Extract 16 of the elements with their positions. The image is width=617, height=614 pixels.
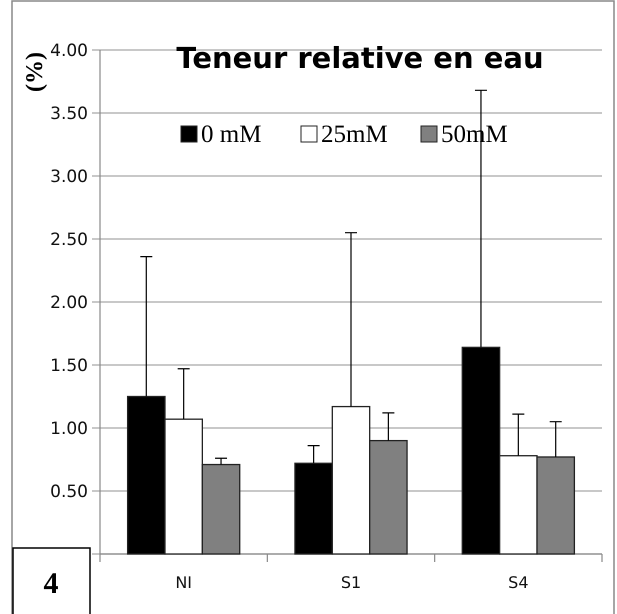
- y-tick-label: 1.50: [50, 356, 88, 376]
- text: 4: [44, 567, 58, 600]
- y-axis-title: (%): [22, 52, 48, 92]
- x-tick-label: S1: [340, 573, 362, 592]
- y-tick-label: 4.00: [50, 40, 88, 61]
- y-tick-label: 3.50: [50, 104, 88, 124]
- y-tick-label: 3.00: [50, 166, 88, 187]
- legend-label: 0 mM: [201, 121, 262, 148]
- y-tick-label: 2.50: [50, 230, 88, 250]
- x-tick-label: NI: [175, 573, 192, 592]
- x-tick-label: S4: [508, 573, 529, 592]
- y-tick-label: 1.00: [50, 418, 88, 439]
- chart-title: Teneur relative en eau: [176, 41, 544, 75]
- legend-label: 25mM: [321, 121, 388, 148]
- y-tick-label: 2.00: [50, 292, 88, 313]
- y-tick-label: 0.50: [50, 482, 88, 502]
